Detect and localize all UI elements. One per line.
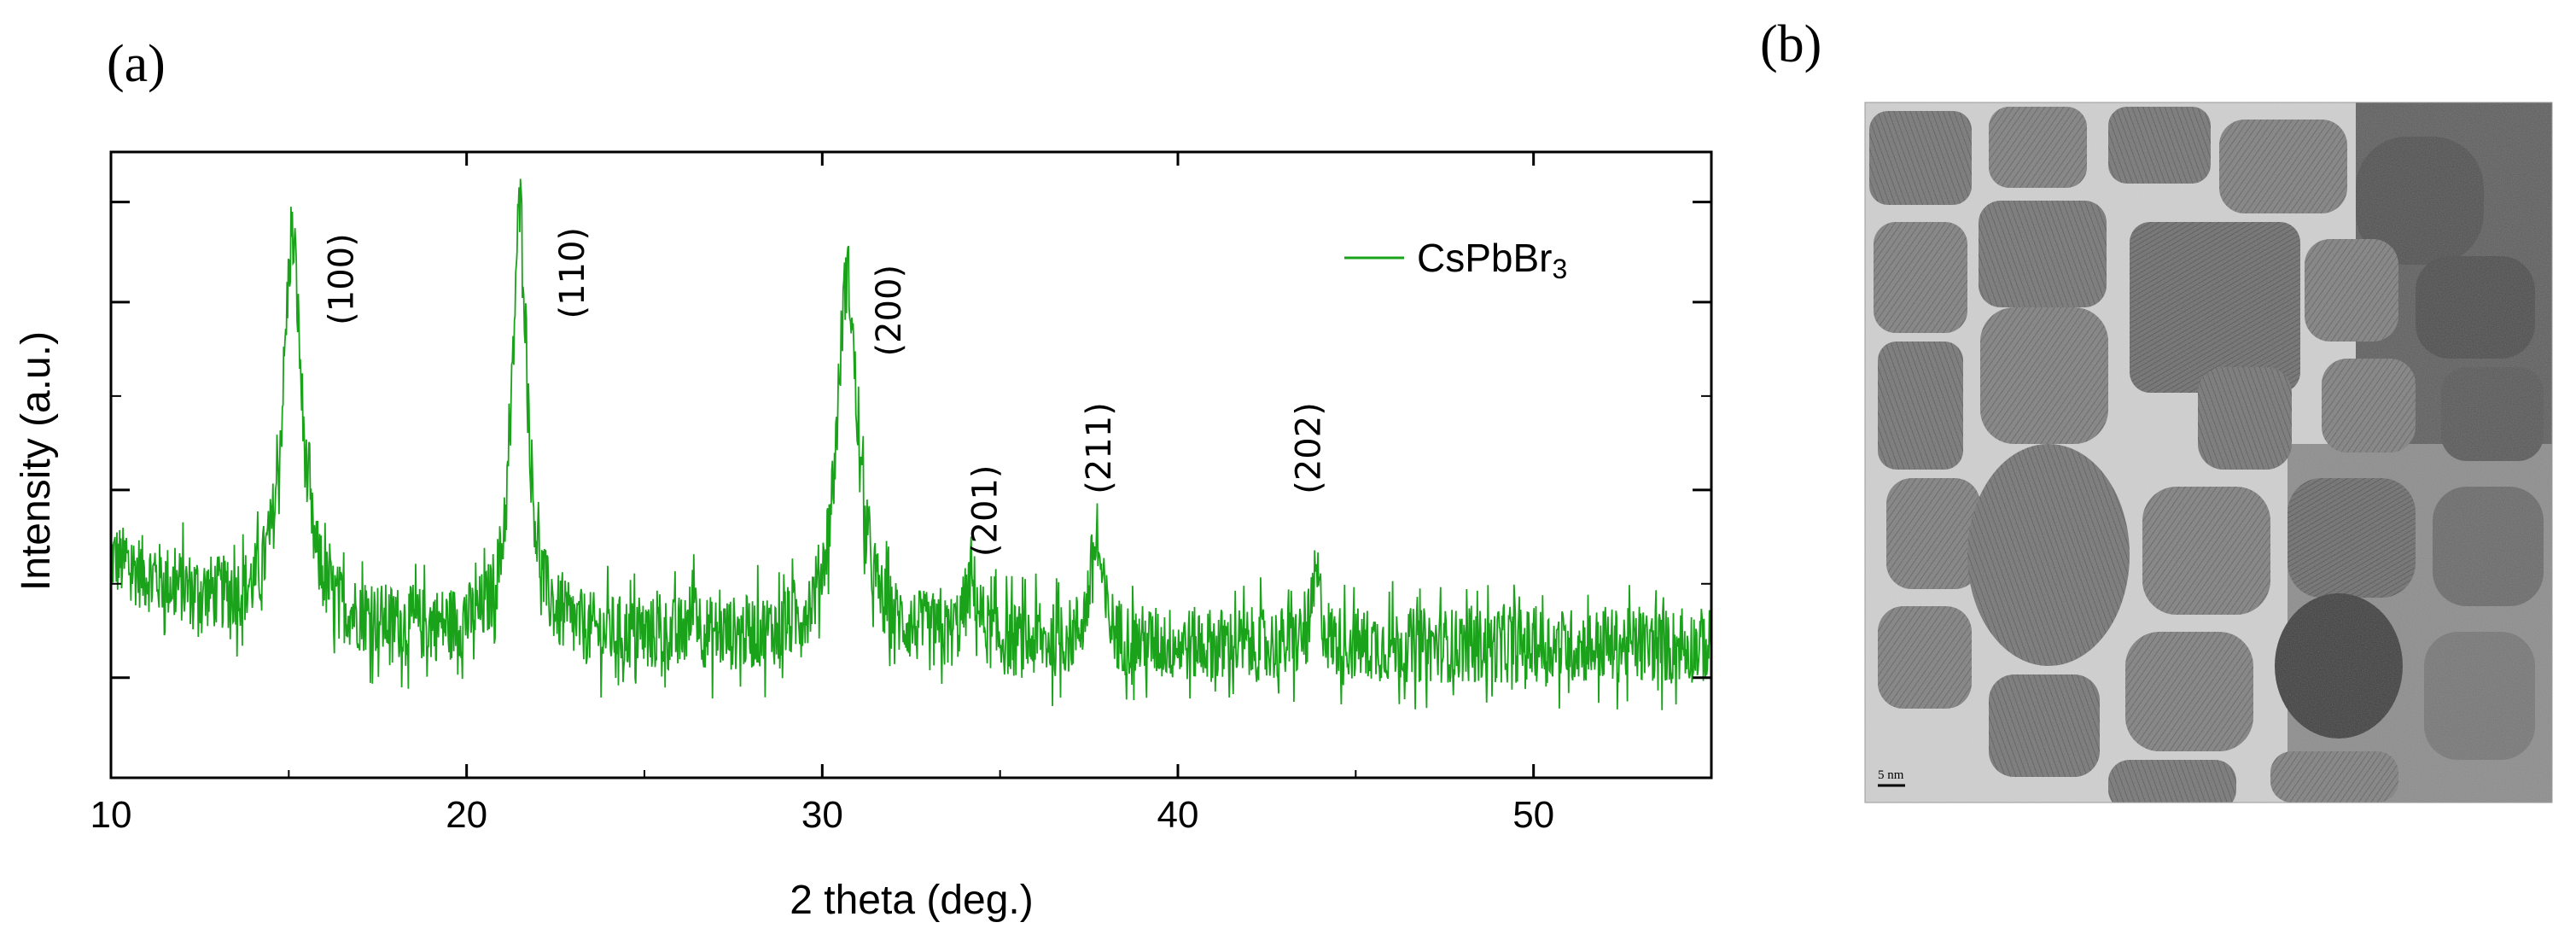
x-tick-label: 10 bbox=[90, 794, 132, 836]
peak-label: (100) bbox=[322, 233, 361, 325]
series-line-cspbbr3 bbox=[111, 178, 1711, 710]
panel-a-label: (a) bbox=[107, 35, 166, 93]
x-tick-label: 40 bbox=[1157, 794, 1199, 836]
legend-label-main: CsPbBr bbox=[1417, 236, 1552, 280]
x-axis-title: 2 theta (deg.) bbox=[790, 878, 1034, 923]
legend-label: CsPbBr3 bbox=[1417, 236, 1567, 284]
y-axis-ticks bbox=[111, 201, 1711, 680]
x-tick-label: 20 bbox=[446, 794, 487, 836]
panel-b-label: (b) bbox=[1760, 15, 1821, 73]
legend: CsPbBr3 bbox=[1344, 236, 1567, 284]
scale-bar-label: 5 nm bbox=[1878, 768, 1904, 782]
x-axis-ticks: 10 20 30 40 50 bbox=[90, 152, 1554, 836]
peak-annotations: (100) (110) (200) (201) (211) (202) bbox=[322, 227, 1328, 557]
peak-label: (201) bbox=[966, 465, 1005, 558]
plot-frame bbox=[109, 150, 1713, 779]
xrd-chart: 10 20 30 40 50 (100) (110) (200) (201) (211) (202… bbox=[14, 150, 1713, 923]
peak-label: (200) bbox=[870, 265, 909, 357]
peak-label: (202) bbox=[1290, 402, 1329, 494]
scale-bar: 5 nm bbox=[1878, 768, 1905, 787]
tem-micrograph: 5 nm bbox=[1864, 102, 2553, 803]
y-axis-title: Intensity (a.u.) bbox=[14, 331, 59, 591]
peak-label: (110) bbox=[553, 227, 592, 319]
peak-label: (211) bbox=[1080, 402, 1119, 494]
x-tick-label: 50 bbox=[1512, 794, 1554, 836]
series-group bbox=[111, 178, 1711, 710]
x-tick-label: 30 bbox=[801, 794, 843, 836]
legend-label-subscript: 3 bbox=[1552, 254, 1567, 284]
